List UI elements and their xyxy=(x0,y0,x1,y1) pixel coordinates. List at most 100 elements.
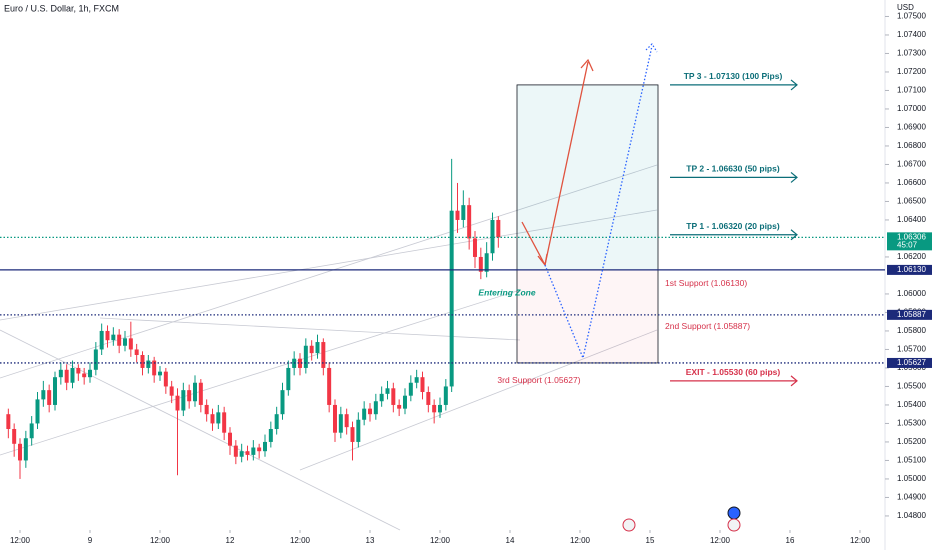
candle-body xyxy=(181,390,186,411)
candle-body xyxy=(251,447,256,455)
candle-body xyxy=(496,219,501,238)
y-tick-label: 1.05100 xyxy=(897,456,926,465)
y-tick-label: 1.06000 xyxy=(897,289,926,298)
y-tick-label: 1.06600 xyxy=(897,178,926,187)
y-tick-label: 1.06900 xyxy=(897,123,926,132)
candle-body xyxy=(303,345,308,368)
candle-body xyxy=(432,404,437,413)
candle-body xyxy=(35,399,40,424)
candle-body xyxy=(478,256,483,272)
candle-body xyxy=(169,386,174,396)
candle-body xyxy=(227,432,232,446)
candle-body xyxy=(286,367,291,391)
candle-body xyxy=(297,358,302,368)
candle-body xyxy=(146,360,151,368)
y-tick-label: 1.07000 xyxy=(897,104,926,113)
y-tick-label: 1.06500 xyxy=(897,197,926,206)
candle-body xyxy=(426,391,431,405)
support-label: 2nd Support (1.05887) xyxy=(665,321,750,331)
price-tag-label: 1.05887 xyxy=(897,310,926,319)
candle-body xyxy=(490,219,495,254)
candle-body xyxy=(198,382,203,405)
zone-label: Entering Zone xyxy=(478,287,535,297)
candle-body xyxy=(414,377,419,383)
candle-body xyxy=(350,427,355,442)
x-tick-label: 12:00 xyxy=(570,536,591,545)
candle-body xyxy=(467,205,472,239)
candle-body xyxy=(356,419,361,442)
support-label: 3rd Support (1.05627) xyxy=(497,375,580,385)
candle-body xyxy=(140,354,145,368)
event-icons xyxy=(622,506,741,532)
candle-body xyxy=(23,438,28,461)
candle-body xyxy=(70,367,75,383)
y-tick-label: 1.05300 xyxy=(897,419,926,428)
candle-body xyxy=(111,334,116,341)
support-label: 1st Support (1.06130) xyxy=(665,278,747,288)
candle-body xyxy=(93,349,98,370)
candle-body xyxy=(117,334,122,346)
y-tick-label: 1.06800 xyxy=(897,141,926,150)
y-tick-label: 1.07300 xyxy=(897,49,926,58)
arrow-head xyxy=(645,43,658,53)
candle-body xyxy=(373,401,378,415)
y-axis-label: USD xyxy=(897,3,914,12)
y-tick-label: 1.05700 xyxy=(897,345,926,354)
y-tick-label: 1.05200 xyxy=(897,437,926,446)
x-tick-label: 12:00 xyxy=(150,536,171,545)
target-label: TP 2 - 1.06630 (50 pips) xyxy=(686,164,780,174)
y-tick-label: 1.05800 xyxy=(897,326,926,335)
x-tick-label: 12:00 xyxy=(290,536,311,545)
price-tag-label: 1.05627 xyxy=(897,358,926,367)
candle-body xyxy=(233,445,238,457)
candle-body xyxy=(321,342,326,368)
candle-body xyxy=(274,414,279,429)
y-tick-label: 1.07200 xyxy=(897,67,926,76)
profit-zone xyxy=(517,84,658,270)
y-tick-label: 1.04900 xyxy=(897,493,926,502)
y-tick-label: 1.04800 xyxy=(897,511,926,520)
candle-body xyxy=(280,390,285,415)
candle-body xyxy=(29,423,34,439)
candle-body xyxy=(128,338,133,350)
candle-body xyxy=(344,414,349,428)
candle-body xyxy=(443,386,448,405)
y-tick-label: 1.05000 xyxy=(897,474,926,483)
candle-body xyxy=(163,371,168,387)
x-tick-label: 16 xyxy=(786,536,795,545)
candle-body xyxy=(175,395,180,411)
candle-body xyxy=(327,367,332,405)
candle-body xyxy=(123,338,128,346)
candle-body xyxy=(134,349,139,355)
countdown: 45:07 xyxy=(897,240,918,249)
candle-body xyxy=(64,369,69,383)
candle-body xyxy=(257,447,262,452)
arrow-head xyxy=(790,375,798,387)
candle-body xyxy=(309,345,314,354)
candle-body xyxy=(449,210,454,387)
loss-zone xyxy=(517,269,658,363)
x-tick-label: 9 xyxy=(88,536,93,545)
candle-body xyxy=(76,367,81,374)
candle-body xyxy=(437,404,442,413)
x-tick-label: 12:00 xyxy=(430,536,451,545)
y-tick-label: 1.07100 xyxy=(897,86,926,95)
candle-body xyxy=(262,441,267,452)
candle-body xyxy=(472,238,477,257)
candle-body xyxy=(315,342,320,354)
candle-body xyxy=(152,360,157,376)
candle-body xyxy=(216,412,221,424)
x-tick-label: 12 xyxy=(226,536,235,545)
candle-body xyxy=(461,205,466,220)
y-tick-label: 1.06700 xyxy=(897,160,926,169)
candle-body xyxy=(222,412,227,433)
candle-body xyxy=(367,408,372,415)
arrow-head xyxy=(790,171,798,183)
candle-body xyxy=(99,330,104,350)
y-tick-label: 1.07400 xyxy=(897,30,926,39)
x-tick-label: 12:00 xyxy=(710,536,731,545)
candle-body xyxy=(362,408,367,420)
x-tick-label: 13 xyxy=(366,536,375,545)
x-tick-label: 14 xyxy=(506,536,515,545)
